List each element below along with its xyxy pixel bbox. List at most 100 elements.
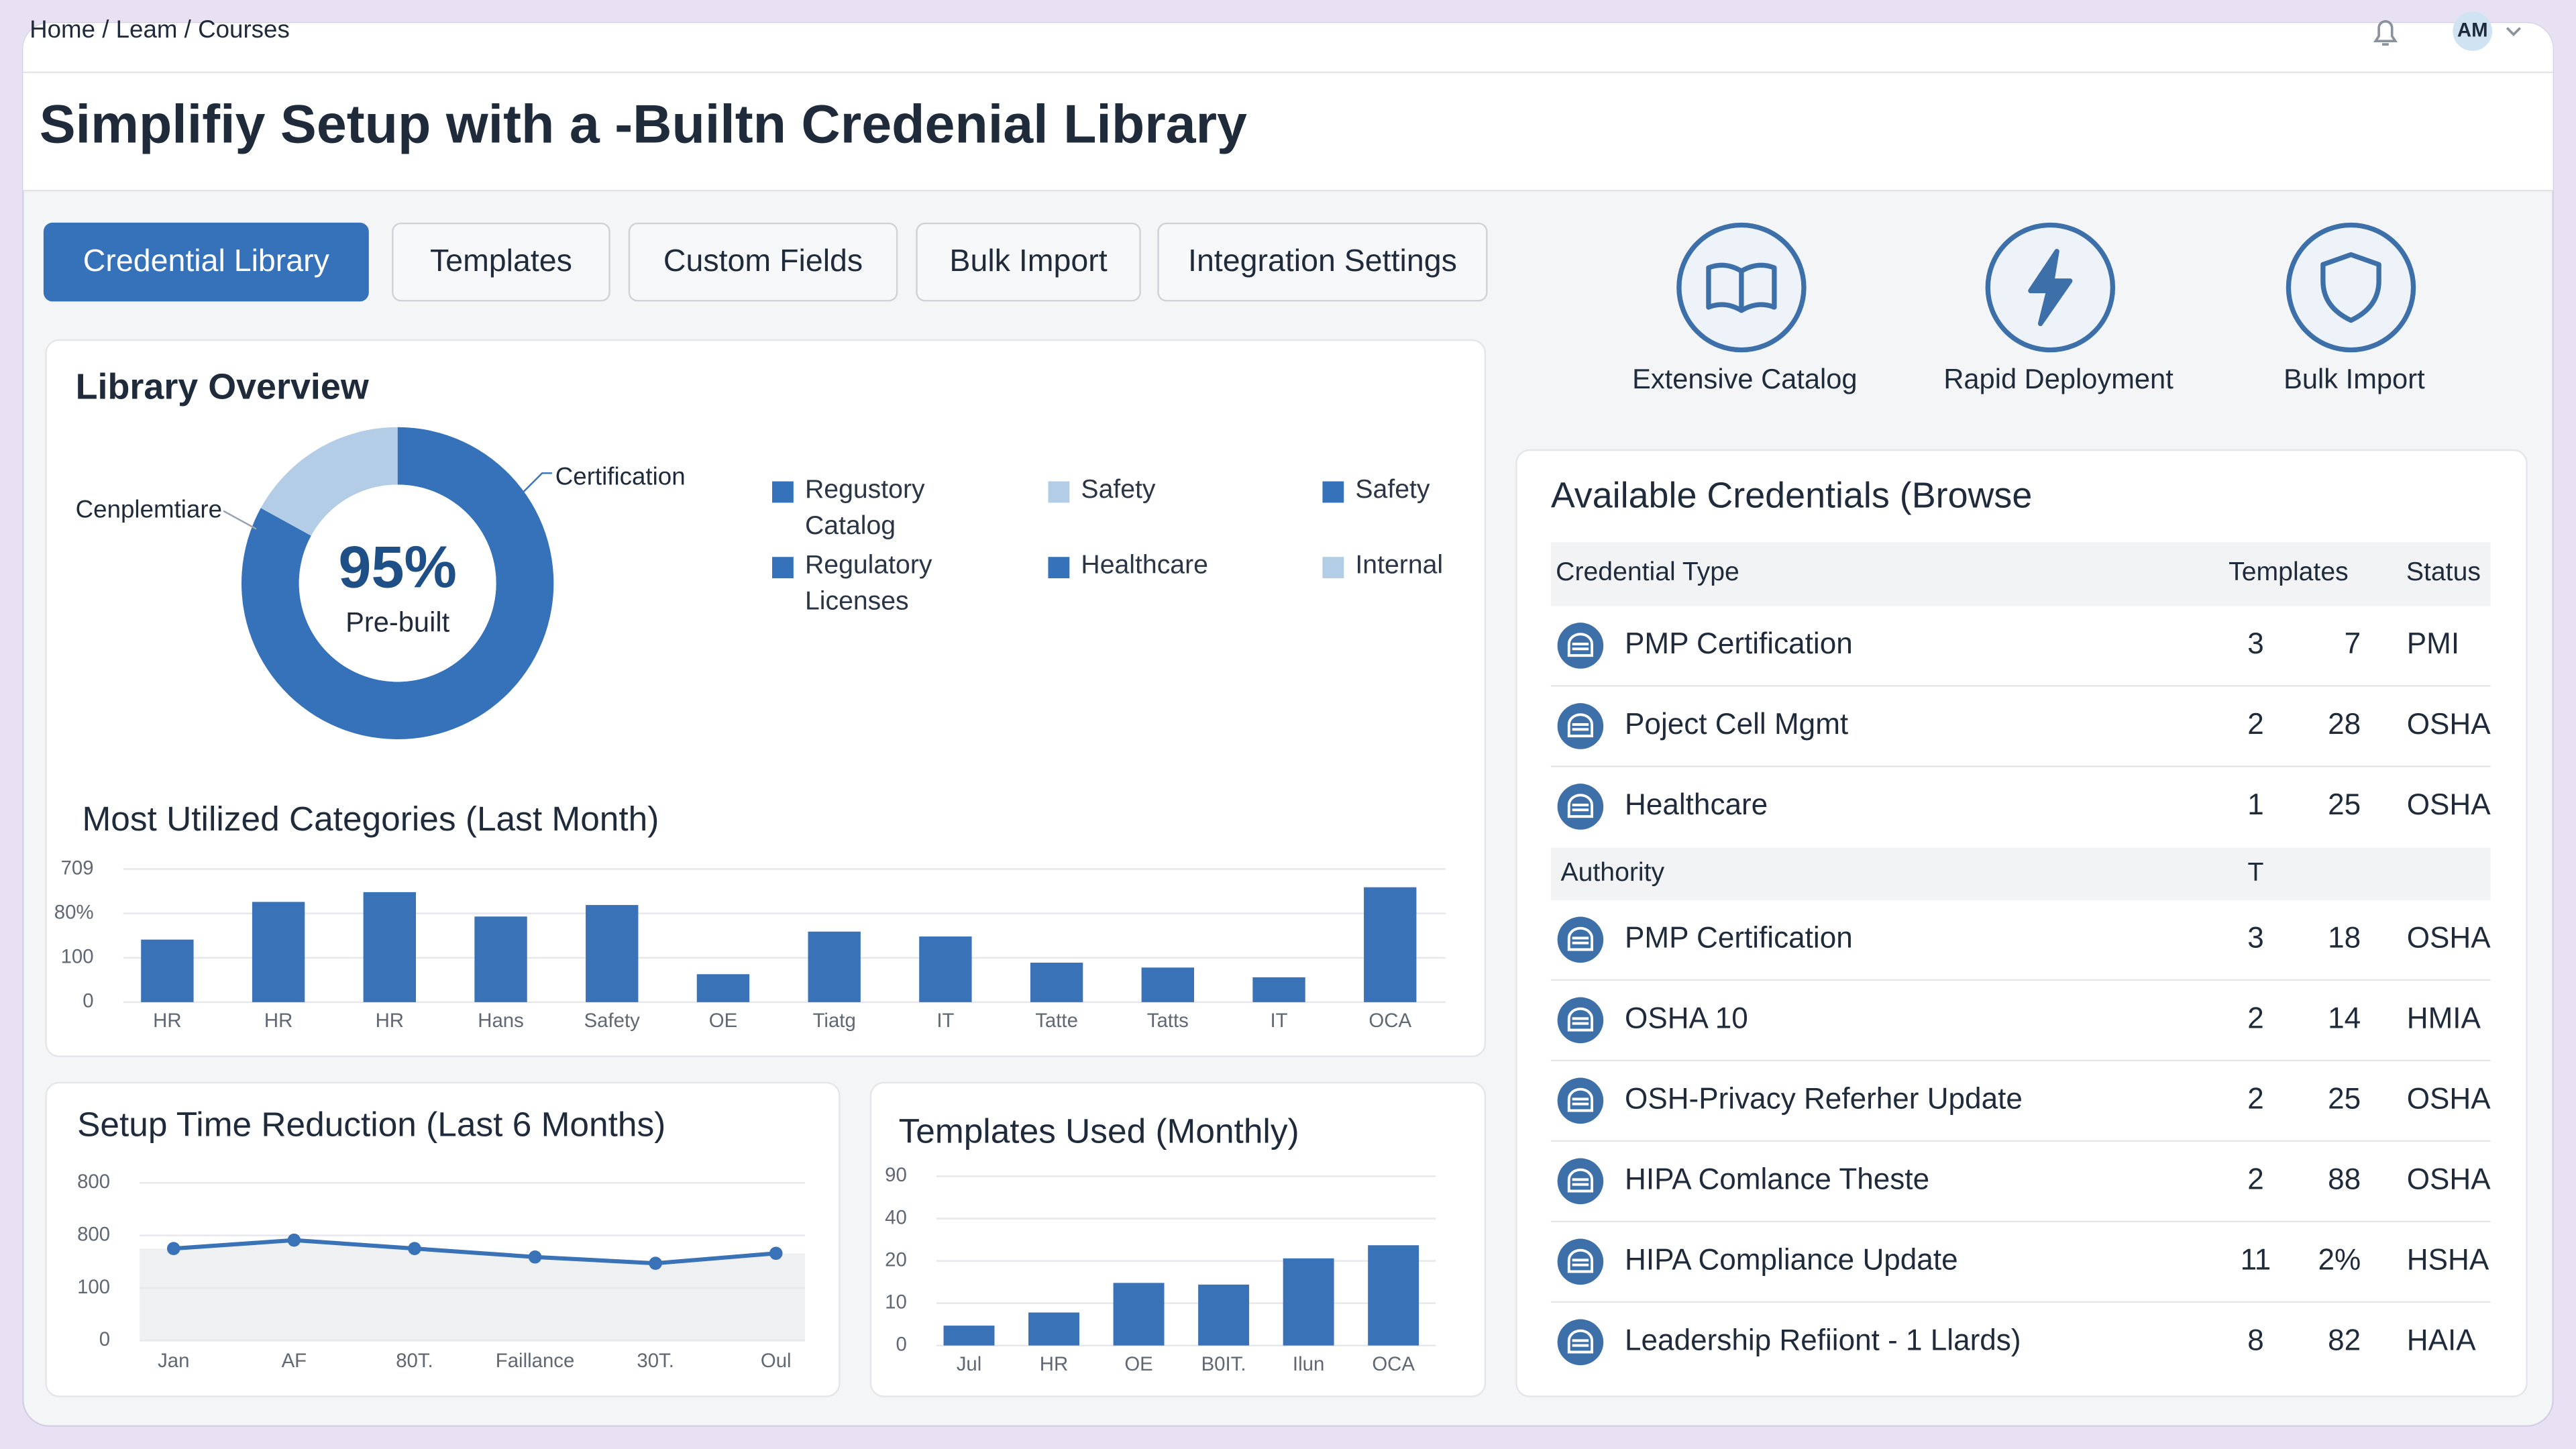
status: OSHA [2407,1163,2491,1195]
row-glyph [1567,926,1594,951]
cell: 25 [2328,788,2361,821]
avatar-initials: AM [2457,19,2488,41]
credential-name[interactable]: OSHA 10 [1625,1002,1748,1034]
center-label: Pre-built [345,606,449,638]
row-glyph [1567,1168,1594,1193]
credential-name[interactable]: Leadership Refiiont - 1 Llards) [1625,1324,2021,1356]
status: HAIA [2407,1324,2476,1356]
x-tick-label: OCA [1368,1010,1411,1032]
feature-icon[interactable] [2286,222,2416,353]
legend-swatch [1322,557,1344,579]
row-glyph [1567,1248,1594,1273]
y-tick-label: 80% [54,901,94,923]
cell: 8 [2247,1324,2264,1356]
tab[interactable] [628,222,898,302]
row-icon [1557,1158,1604,1205]
bar [919,936,972,1002]
bar [808,931,861,1002]
legend-swatch [772,481,794,503]
card-title: Templates Used (Monthly) [899,1111,1299,1150]
x-tick-label: Oul [761,1350,792,1372]
credential-name[interactable]: HIPA Comlance Theste [1625,1163,1929,1195]
row-icon [1557,1238,1604,1285]
x-tick-label: HR [264,1010,292,1032]
x-tick-label: AF [282,1350,307,1372]
legend-swatch [1048,557,1070,579]
feature-label: Extensive Catalog [1632,363,1858,394]
row-icon [1557,1319,1604,1366]
credential-name[interactable]: OSH-Privacy Referher Update [1625,1082,2023,1115]
row-icon [1557,784,1604,830]
tab-label: Custom Fields [663,243,863,278]
bar [586,905,639,1002]
feature-label: Rapid Deployment [1943,363,2174,394]
cell: 2 [2247,1082,2264,1115]
point [769,1246,783,1260]
tab[interactable] [1157,222,1488,302]
cell: 3 [2247,921,2264,954]
avatar[interactable] [2453,11,2493,51]
credential-name[interactable]: PMP Certification [1625,921,1853,954]
feature-glyph [2320,252,2381,323]
row-icon [1557,623,1604,669]
bar [1030,963,1083,1002]
donut-segment [260,427,398,536]
point [408,1242,421,1256]
bar [696,974,750,1002]
x-tick-label: 80T. [396,1350,433,1372]
tab-label: Integration Settings [1188,243,1457,278]
leader-line [223,510,257,530]
table-title: Available Credentials (Browse [1551,475,2032,515]
row-glyph [1567,1329,1594,1354]
feature-glyph [1706,262,1777,313]
bell-icon[interactable] [2373,20,2398,46]
bar [1252,977,1305,1002]
x-tick-label: 30T. [637,1350,674,1372]
x-tick-label: IT [936,1010,954,1032]
status: PMI [2407,627,2459,660]
legend-swatch [1322,481,1344,503]
row-icon [1557,1077,1604,1124]
x-tick-label: IT [1270,1010,1287,1032]
legend-swatch [1048,481,1070,503]
column-header: Templates [2229,557,2349,586]
tab[interactable] [392,222,610,302]
credential-name[interactable]: PMP Certification [1625,627,1853,660]
bar [1113,1283,1165,1346]
card-title: Library Overview [76,367,369,407]
tab[interactable] [916,222,1141,302]
cell: 7 [2345,627,2361,660]
point [649,1256,662,1270]
tab[interactable] [43,222,369,302]
table-header [1550,542,2491,606]
cell: 88 [2328,1163,2361,1195]
x-tick-label: Tatts [1147,1010,1189,1032]
credential-name[interactable]: HIPA Compliance Update [1625,1243,1958,1276]
segment-label: Cenplemtiare [76,495,222,523]
y-tick-label: 100 [77,1276,110,1298]
x-tick-label: Faillance [496,1350,575,1372]
y-tick-label: 709 [61,857,94,879]
y-tick-label: 800 [77,1171,110,1193]
bar [474,916,527,1002]
y-tick-label: 0 [83,990,93,1012]
y-tick-label: 10 [885,1291,907,1313]
bar [141,939,194,1002]
bar [252,902,305,1002]
status: OSHA [2407,921,2491,954]
bar [363,892,417,1002]
bar [1368,1245,1419,1346]
credential-name[interactable]: Healthcare [1625,788,1768,821]
credential-name[interactable]: Poject Cell Mgmt [1625,708,1848,741]
y-tick-label: 40 [885,1206,907,1228]
chevron[interactable] [2506,27,2522,37]
cell: 2 [2247,1163,2264,1195]
center-value: 95% [338,534,456,600]
line [173,1238,776,1266]
column-header: Status [2406,557,2481,586]
area [140,1240,806,1341]
breadcrumb[interactable]: Home / Leam / Courses [30,15,290,43]
x-tick-label: HR [153,1010,181,1032]
status: OSHA [2407,788,2491,821]
column-header: Credential Type [1556,557,1739,586]
